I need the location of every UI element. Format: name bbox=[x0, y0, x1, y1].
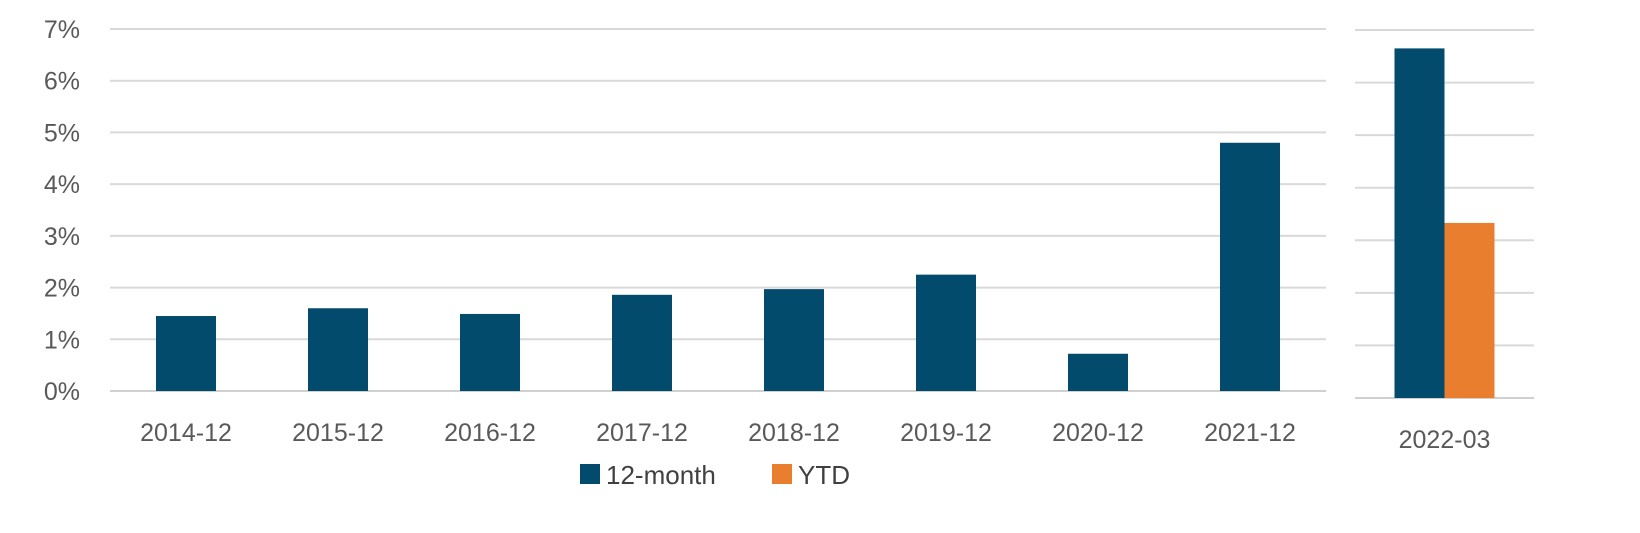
bar-12-month-2017-12 bbox=[612, 294, 672, 391]
bar-12-month-2019-12 bbox=[916, 274, 976, 391]
bar-12-month-2016-12 bbox=[460, 313, 520, 391]
bar-12-month-2014-12 bbox=[156, 316, 216, 391]
bar-12-month-2021-12 bbox=[1220, 142, 1280, 391]
y-tick-label: 5% bbox=[44, 119, 80, 147]
y-tick-label: 4% bbox=[44, 171, 80, 199]
legend-item-ytd: YTD bbox=[772, 460, 850, 490]
bars-main-panel bbox=[156, 142, 1280, 391]
legend-swatch-ytd bbox=[772, 464, 792, 484]
x-tick-label: 2014-12 bbox=[140, 419, 232, 447]
x-tick-label: 2020-12 bbox=[1052, 419, 1144, 447]
x-tick-label: 2019-12 bbox=[900, 419, 992, 447]
legend-item-12-month: 12-month bbox=[580, 460, 716, 490]
bar-12-month-2020-12 bbox=[1068, 353, 1128, 391]
y-axis-ticks: 0% 1% 2% 3% 4% 5% 6% 7% bbox=[44, 16, 80, 406]
bar-ytd-2022-03 bbox=[1444, 222, 1495, 398]
x-tick-label: 2017-12 bbox=[596, 419, 688, 447]
y-tick-label: 2% bbox=[44, 275, 80, 303]
y-tick-label: 3% bbox=[44, 223, 80, 251]
y-tick-label: 6% bbox=[44, 68, 80, 96]
x-tick-label: 2016-12 bbox=[444, 419, 536, 447]
y-tick-label: 0% bbox=[44, 378, 80, 406]
legend: 12-month YTD bbox=[580, 460, 850, 490]
x-tick-label: 2022-03 bbox=[1399, 426, 1491, 454]
y-tick-label: 7% bbox=[44, 16, 80, 44]
x-tick-label: 2018-12 bbox=[748, 419, 840, 447]
bars-side-panel bbox=[1394, 48, 1495, 399]
legend-label-12-month: 12-month bbox=[606, 460, 716, 490]
bar-12-month-2022-03 bbox=[1394, 48, 1445, 399]
gridlines-main-panel bbox=[110, 28, 1326, 392]
x-tick-label: 2021-12 bbox=[1204, 419, 1296, 447]
y-tick-label: 1% bbox=[44, 326, 80, 354]
x-tick-label: 2015-12 bbox=[292, 419, 384, 447]
legend-label-ytd: YTD bbox=[798, 460, 850, 490]
bar-12-month-2018-12 bbox=[764, 289, 824, 391]
bar-12-month-2015-12 bbox=[308, 308, 368, 391]
x-axis-ticks: 2014-12 2015-12 2016-12 2017-12 2018-12 2019-… bbox=[140, 419, 1490, 454]
legend-swatch-12-month bbox=[580, 464, 600, 484]
